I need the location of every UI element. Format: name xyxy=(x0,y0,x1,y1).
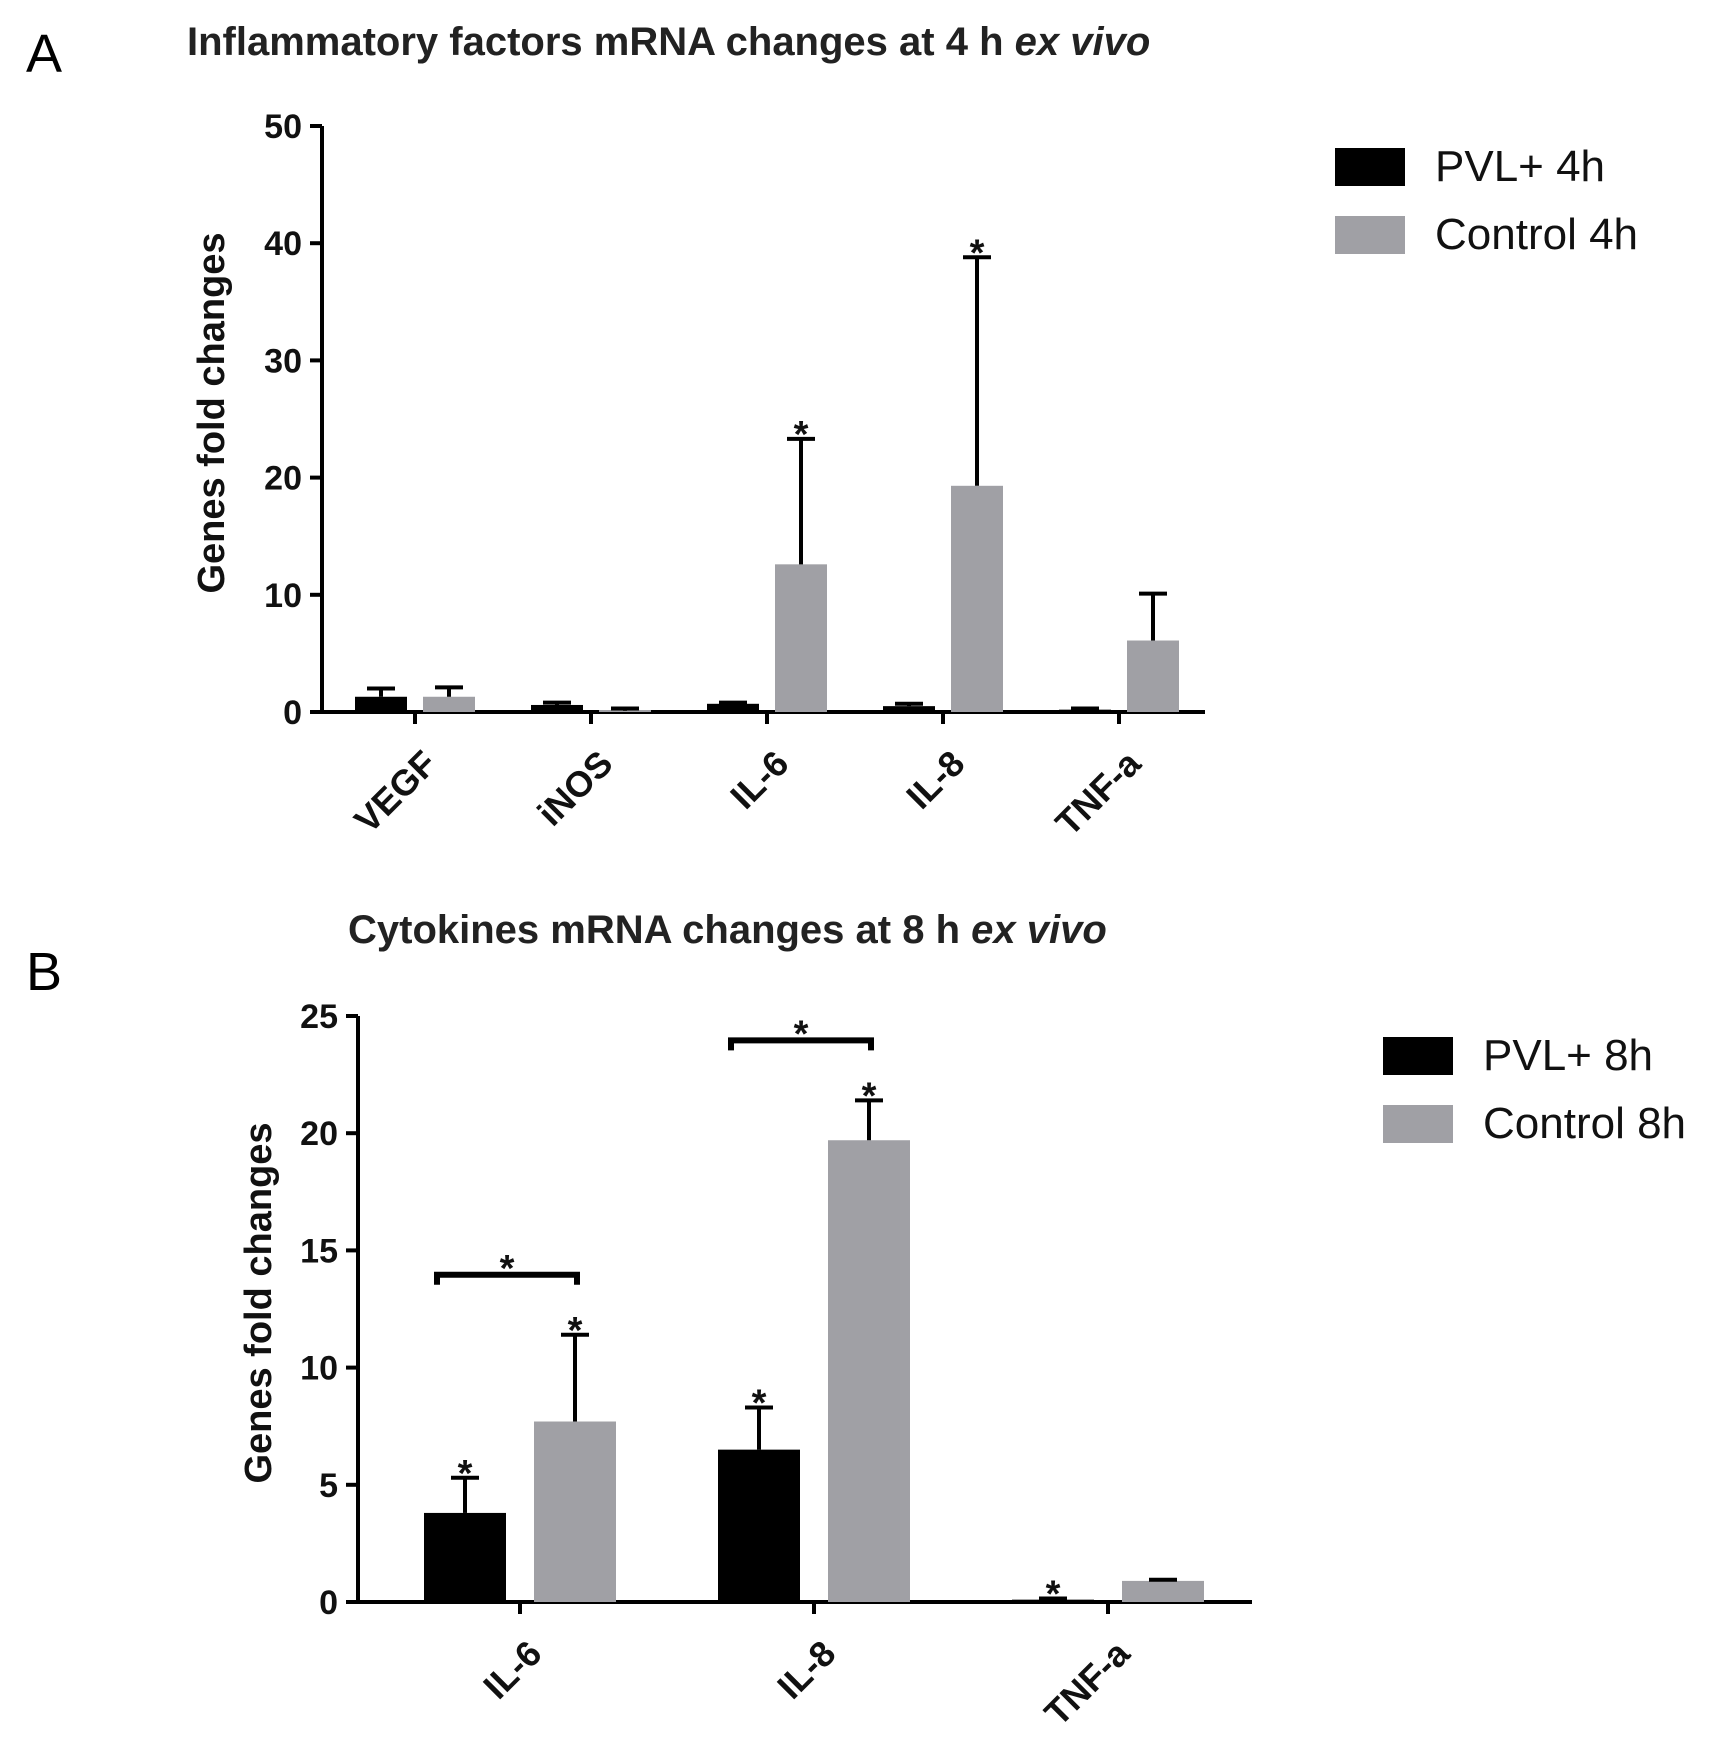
panel-b-legend: PVL+ 8h Control 8h xyxy=(1383,1031,1686,1148)
y-tick-label: 5 xyxy=(319,1467,338,1505)
panel-a-title: Inflammatory factors mRNA changes at 4 h… xyxy=(187,20,1150,64)
y-tick-label: 30 xyxy=(264,342,302,380)
y-tick-label: 10 xyxy=(300,1350,338,1388)
bar-pvl-IL-6 xyxy=(707,703,759,712)
bracket-star: * xyxy=(500,1248,515,1290)
y-tick-label: 0 xyxy=(319,1584,338,1622)
bar-control-IL-8 xyxy=(828,1140,910,1602)
bar-pvl-VEGF xyxy=(355,696,407,712)
significance-star: * xyxy=(752,1382,767,1424)
bar-pvl-IL-6 xyxy=(424,1512,506,1602)
significance-star: * xyxy=(458,1453,473,1495)
legend-swatch-pvl-8h xyxy=(1383,1037,1453,1075)
significance-star: * xyxy=(970,232,985,274)
significance-star: * xyxy=(568,1310,583,1352)
panel-b-title: Cytokines mRNA changes at 8 h ex vivo xyxy=(348,908,1107,952)
x-tick-label: IL-6 xyxy=(475,1632,549,1706)
panel-a-bars: ** xyxy=(355,232,1179,712)
bar-control-VEGF xyxy=(423,696,475,712)
legend-label-pvl-8h: PVL+ 8h xyxy=(1483,1031,1653,1080)
panel-b-y-axis-label: Genes fold changes xyxy=(238,1122,280,1483)
x-tick-label: VEGF xyxy=(346,742,444,840)
panel-a-legend: PVL+ 4h Control 4h xyxy=(1335,142,1638,259)
y-tick-label: 20 xyxy=(300,1115,338,1153)
y-tick-label: 10 xyxy=(264,577,302,615)
bracket-star: * xyxy=(794,1013,809,1055)
panel-b-letter: B xyxy=(26,942,62,1002)
significance-star: * xyxy=(1046,1573,1061,1615)
y-tick-label: 50 xyxy=(264,108,302,146)
panel-a-letter: A xyxy=(26,24,62,84)
bar-pvl-TNF-a xyxy=(1059,709,1111,712)
y-tick-label: 40 xyxy=(264,225,302,263)
x-tick-label: IL-8 xyxy=(769,1632,843,1706)
x-tick-label: iNOS xyxy=(529,742,620,833)
comparison-bracket xyxy=(728,1037,874,1051)
y-tick-label: 15 xyxy=(300,1232,338,1270)
bar-pvl-IL-8 xyxy=(883,706,935,712)
bar-pvl-IL-8 xyxy=(718,1449,800,1602)
bar-control-IL-6 xyxy=(775,564,827,712)
panel-a: A Inflammatory factors mRNA changes at 4… xyxy=(26,20,1638,844)
panel-a-y-axis-label: Genes fold changes xyxy=(191,232,233,593)
legend-swatch-control-8h xyxy=(1383,1105,1453,1143)
legend-label-pvl-4h: PVL+ 4h xyxy=(1435,142,1605,191)
x-tick-label: TNF-a xyxy=(1047,742,1149,844)
legend-label-control-4h: Control 4h xyxy=(1435,210,1638,259)
panel-b: B Cytokines mRNA changes at 8 h ex vivo … xyxy=(26,908,1686,1734)
bar-control-TNF-a xyxy=(1127,640,1179,712)
significance-star: * xyxy=(794,414,809,456)
panel-b-bars: * * * * * * * xyxy=(424,1013,1204,1615)
bar-pvl-iNOS xyxy=(531,704,583,712)
x-tick-label: IL-8 xyxy=(898,742,972,816)
bar-control-IL-8 xyxy=(951,485,1003,712)
bar-control-TNF-a xyxy=(1122,1580,1204,1602)
panel-a-axes: 0 10 20 30 40 50 VEGF iNOS IL-6 IL-8 TNF-a xyxy=(264,108,1205,844)
comparison-bracket xyxy=(434,1271,580,1285)
significance-star: * xyxy=(862,1075,877,1117)
bar-control-iNOS xyxy=(599,710,651,712)
x-tick-label: TNF-a xyxy=(1036,1632,1138,1734)
bar-pvl-TNF-a xyxy=(1012,1599,1094,1602)
bar-control-IL-6 xyxy=(534,1421,616,1602)
legend-label-control-8h: Control 8h xyxy=(1483,1099,1686,1148)
panel-b-axes: 0 5 10 15 20 25 IL-6 IL-8 TNF-a xyxy=(300,998,1252,1734)
legend-swatch-pvl-4h xyxy=(1335,148,1405,186)
x-tick-label: IL-6 xyxy=(722,742,796,816)
y-tick-label: 25 xyxy=(300,998,338,1036)
y-tick-label: 0 xyxy=(283,694,302,732)
legend-swatch-control-4h xyxy=(1335,216,1405,254)
y-tick-label: 20 xyxy=(264,460,302,498)
